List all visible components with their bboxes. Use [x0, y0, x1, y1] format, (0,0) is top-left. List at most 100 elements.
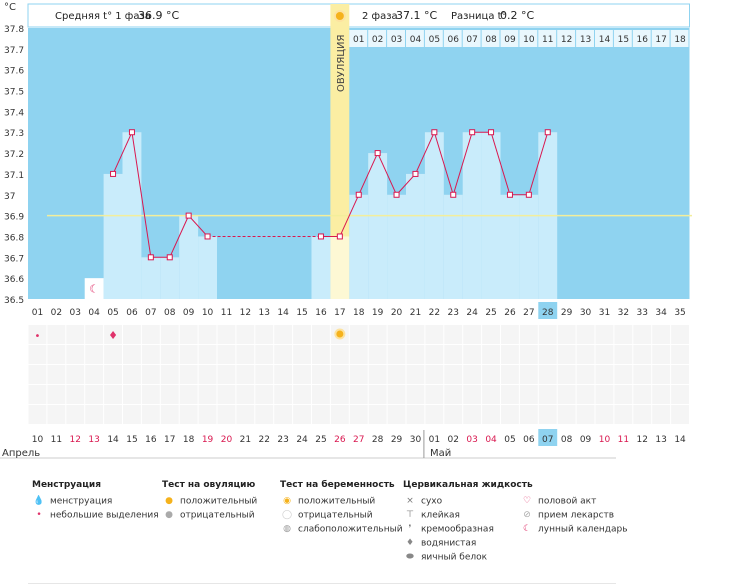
legend-item: ◉ положительный [280, 494, 403, 508]
data-point [450, 191, 457, 198]
symptom-cell [236, 325, 255, 344]
phase2-day-label: 10 [523, 35, 535, 45]
legend-cervical-title: Цервикальная жидкость [403, 480, 533, 490]
data-point [204, 233, 211, 240]
legend-item: ● отрицательный [162, 508, 257, 522]
symptom-cell [671, 365, 689, 384]
cycle-day-label: 32 [618, 308, 629, 318]
date-label: 28 [372, 435, 384, 445]
symptom-cell [387, 365, 406, 384]
symptom-cell [557, 345, 576, 364]
date-label: 09 [580, 435, 592, 445]
legend-item: ♦ водянистая [403, 536, 533, 550]
temperature-line [490, 132, 511, 195]
date-label: 26 [334, 435, 346, 445]
symptom-cell [406, 365, 425, 384]
y-tick-label: 36.6 [4, 275, 24, 285]
y-unit-label: °C [4, 2, 16, 13]
symptom-cell [671, 385, 689, 404]
legend-cervical: Цервикальная жидкость × сухо ⊤ клейкая ❜ кр… [403, 480, 533, 564]
data-point [128, 129, 135, 136]
phase2-day-cell [462, 30, 481, 47]
symptom-cell [368, 365, 387, 384]
symptom-cell [160, 345, 179, 364]
symptom-cell [330, 385, 349, 404]
temperature-line [414, 132, 435, 175]
symptom-cell [425, 365, 444, 384]
symptom-cell [576, 345, 595, 364]
temperature-line [358, 152, 379, 195]
symptom-cell [595, 325, 614, 344]
symptom-cell [217, 325, 236, 344]
symptom-cell [482, 325, 500, 344]
symptom-cell [160, 405, 179, 424]
phase2-day-cell [481, 30, 500, 47]
legend-item: ◯ отрицательный [281, 510, 373, 521]
symptom-cell [66, 345, 85, 364]
cycle-day-label: 09 [183, 308, 195, 318]
symptom-cell [85, 385, 104, 404]
data-point [506, 191, 513, 198]
legend-other: ♡ половой акт ⊘ прием лекарств ☾ лунный кал… [520, 494, 628, 536]
sun-icon [333, 10, 346, 22]
symptom-cell [671, 325, 689, 344]
cycle-day-label: 16 [315, 308, 327, 318]
symptom-cell [141, 385, 160, 404]
cycle-day-label: 03 [70, 308, 81, 318]
data-point [412, 170, 419, 177]
symptom-cell [482, 405, 500, 424]
symptom-cell [160, 365, 179, 384]
current-date-highlight [538, 429, 558, 446]
symptom-cell [255, 385, 274, 404]
symptom-cell [576, 405, 595, 424]
phase2-day-label: 15 [618, 35, 629, 45]
phase2-day-label: 16 [637, 35, 649, 45]
symptom-cell [406, 385, 425, 404]
date-label: 27 [353, 435, 364, 445]
cycle-day-label: 04 [88, 308, 100, 318]
symptom-cell [463, 385, 482, 404]
date-label: 03 [466, 435, 477, 445]
symptom-cell [444, 325, 463, 344]
symptom-cell [519, 405, 538, 424]
symptom-cell [406, 345, 425, 364]
symptom-cell [293, 325, 311, 344]
data-point [469, 129, 476, 136]
symptom-cell [66, 325, 85, 344]
symptom-cell [349, 325, 368, 344]
symptom-cell [274, 325, 293, 344]
symptom-cell [28, 385, 47, 404]
temperature-bar [311, 236, 331, 299]
cycle-day-label: 27 [523, 308, 534, 318]
moon-icon: ☾ [89, 283, 99, 296]
temperature-line [433, 132, 454, 195]
legend-menstruation-title: Менструация [32, 480, 101, 490]
symptom-cell [66, 365, 85, 384]
legend-item: ♡ половой акт [520, 494, 628, 508]
symptom-cell [179, 405, 198, 424]
symptom-cell [463, 365, 482, 384]
drops-icon: ♦ [108, 329, 118, 342]
symptom-cell [255, 345, 274, 364]
phase2-day-label: 06 [448, 35, 460, 45]
date-label: 22 [259, 435, 270, 445]
symptom-cell [652, 365, 671, 384]
legend-item: ⬬ яичный белок [403, 550, 533, 564]
symptom-cell [123, 325, 141, 344]
symptom-cell [671, 405, 689, 424]
symptom-cell [652, 345, 671, 364]
symptom-cell [28, 345, 47, 364]
symptom-cell [501, 345, 519, 364]
phase2-day-cell [368, 30, 387, 47]
symptom-cell [66, 405, 85, 424]
symptom-cell [557, 325, 576, 344]
symptom-cell [349, 405, 368, 424]
y-tick-label: 37.1 [4, 171, 24, 181]
phase2-label: 2 фаза [362, 11, 398, 22]
phase2-day-label: 09 [504, 35, 516, 45]
symptom-cell [633, 365, 652, 384]
temperature-bar [141, 257, 161, 299]
phase2-day-label: 11 [542, 35, 553, 45]
temperature-bar [500, 194, 520, 299]
phase2-day-label: 01 [353, 35, 364, 45]
